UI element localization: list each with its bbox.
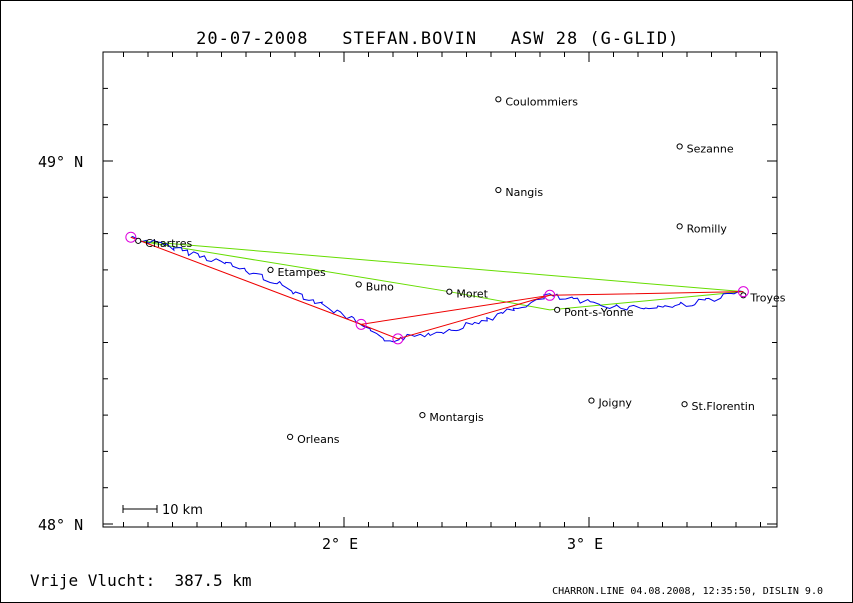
flight-track — [130, 236, 744, 343]
town-label: Orleans — [297, 433, 340, 446]
scale-bar: 10 km — [122, 503, 203, 518]
summary-label: Vrije Vlucht: — [30, 571, 156, 590]
town-label: Sezanne — [687, 142, 734, 155]
turnpoint-marker — [544, 289, 556, 301]
lon-tick-label: 3° E — [567, 535, 603, 553]
scale-bar-label: 10 km — [162, 503, 203, 518]
footer-info: CHARRON.LINE 04.08.2008, 12:35:50, DISLI… — [552, 586, 823, 597]
town-marker — [495, 96, 502, 103]
town-label: Montargis — [429, 411, 484, 424]
lat-tick-label: 49° N — [38, 153, 83, 171]
town-label: St.Florentin — [692, 400, 755, 413]
town-marker — [135, 237, 142, 244]
town-marker — [676, 223, 683, 230]
turnpoint-marker — [125, 231, 137, 243]
town-label: Nangis — [505, 186, 543, 199]
turnpoint-marker — [355, 318, 367, 330]
glider-name: ASW 28 (G-GLID) — [510, 29, 680, 49]
axis-labels: 49° N 48° N 2° E 3° E — [38, 153, 603, 553]
turnpoint-marker — [392, 333, 404, 345]
town-label: Moret — [456, 288, 488, 301]
town-label: Romilly — [687, 222, 728, 235]
track-line — [130, 236, 744, 343]
town-marker — [446, 288, 453, 295]
town-marker — [554, 306, 561, 313]
task-line — [138, 240, 744, 311]
towns: Coulommiers Sezanne Nangis Romilly Chartres E… — [135, 95, 786, 446]
route-line — [361, 294, 550, 325]
page-title: 20-07-2008 STEFAN.BOVIN ASW 28 (G-GLID) — [0, 9, 853, 49]
axis-ticks — [103, 52, 777, 527]
town-marker — [355, 281, 362, 288]
town-marker — [419, 412, 426, 419]
declared-task — [138, 240, 744, 311]
town-marker — [681, 401, 688, 408]
summary-distance: 387.5 km — [174, 571, 252, 590]
route-line — [130, 236, 744, 340]
town-label: Joigny — [597, 397, 632, 410]
town-marker — [287, 433, 294, 440]
town-marker — [676, 143, 683, 150]
town-marker — [495, 186, 502, 194]
town-label: Chartres — [145, 237, 192, 250]
town-label: Pont-s-Yonne — [564, 306, 634, 319]
town-label: Etampes — [278, 266, 326, 279]
town-marker — [267, 266, 274, 273]
town-label: Coulommiers — [505, 95, 578, 108]
turnpoints — [125, 231, 749, 345]
town-marker — [588, 397, 595, 404]
lon-tick-label: 2° E — [322, 535, 358, 553]
lat-tick-label: 48° N — [38, 516, 83, 534]
town-label: Buno — [366, 280, 394, 293]
optimized-route — [130, 236, 744, 340]
turnpoint-marker — [737, 286, 749, 298]
flight-summary: Vrije Vlucht: 387.5 km — [30, 571, 252, 590]
pilot-name: STEFAN.BOVIN — [342, 29, 478, 49]
flight-date: 20-07-2008 — [196, 29, 309, 49]
map-frame — [102, 51, 778, 528]
town-label: Troyes — [749, 291, 785, 304]
